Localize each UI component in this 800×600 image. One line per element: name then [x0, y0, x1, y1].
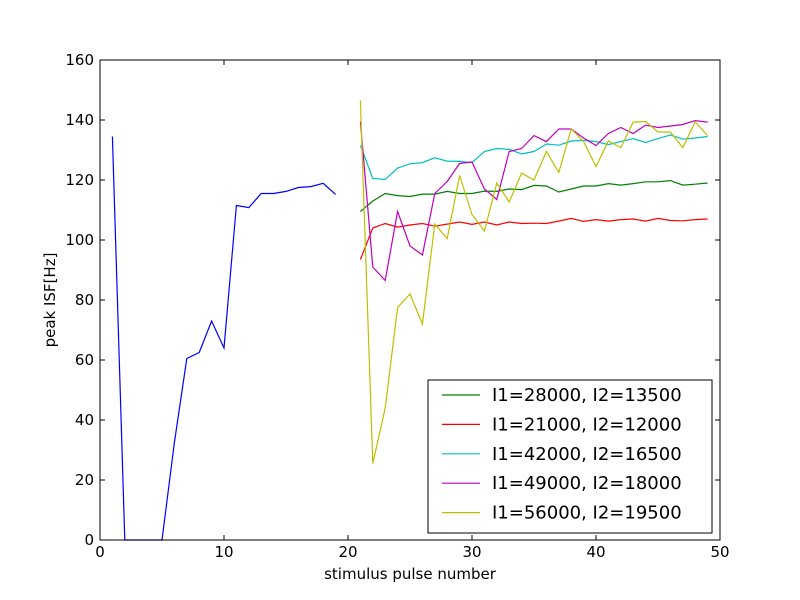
- legend-label: I1=49000, I2=18000: [492, 473, 682, 494]
- series-line-1: [360, 179, 708, 212]
- x-tick-label: 30: [462, 543, 481, 561]
- legend-box: [427, 379, 713, 534]
- series-line-3: [359, 134, 708, 181]
- series-line-2: [359, 217, 708, 260]
- legend-label: I1=56000, I2=19500: [492, 503, 682, 524]
- series-line-5: [359, 100, 709, 464]
- x-tick-label: 20: [338, 543, 357, 561]
- y-tick-label: 0: [84, 531, 94, 549]
- y-tick-label: 40: [75, 411, 94, 429]
- x-tick-label: 0: [95, 543, 105, 561]
- y-tick-label: 160: [65, 51, 94, 69]
- y-tick-label: 140: [65, 111, 94, 129]
- y-tick-label: 120: [65, 171, 94, 189]
- series-line-4: [359, 119, 708, 282]
- x-tick-label: 50: [710, 543, 729, 561]
- legend-label: I1=28000, I2=13500: [492, 385, 682, 406]
- y-tick-label: 100: [65, 231, 94, 249]
- tick-layer: 0 10 20 30 40 50 0 20 40 60 80 100 120 140 160: [65, 51, 729, 561]
- y-tick-label: 20: [75, 471, 94, 489]
- legend: I1=28000, I2=13500 I1=21000, I2=12000 I1=4…: [427, 379, 713, 534]
- y-tick-label: 80: [75, 291, 94, 309]
- x-tick-label: 10: [214, 543, 233, 561]
- y-tick-label: 60: [75, 351, 94, 369]
- x-tick-label: 40: [586, 543, 605, 561]
- y-axis-label: peak ISF[Hz]: [41, 253, 59, 348]
- legend-label: I1=21000, I2=12000: [492, 414, 682, 435]
- x-axis-label: stimulus pulse number: [324, 565, 497, 583]
- legend-label: I1=42000, I2=16500: [492, 444, 682, 465]
